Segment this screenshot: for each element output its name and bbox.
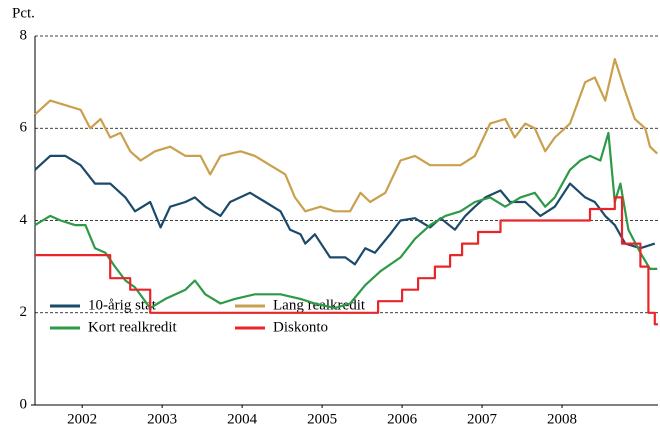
- x-tick-label: 2007: [467, 411, 498, 425]
- y-tick-label: 0: [20, 396, 28, 412]
- y-tick-label: 4: [20, 212, 28, 228]
- y-axis-label: Pct.: [12, 5, 35, 21]
- y-tick-label: 2: [20, 304, 28, 320]
- legend-label: Diskonto: [273, 319, 328, 335]
- legend-label: 10-årig stat: [88, 297, 157, 313]
- x-tick-label: 2008: [547, 411, 577, 425]
- y-tick-label: 8: [20, 27, 28, 43]
- x-tick-label: 2002: [67, 411, 97, 425]
- series-line: [34, 154, 656, 266]
- x-tick-label: 2006: [387, 411, 418, 425]
- y-tick-label: 6: [20, 120, 28, 136]
- x-tick-label: 2005: [307, 411, 337, 425]
- series-line: [35, 196, 658, 326]
- x-tick-label: 2004: [227, 411, 258, 425]
- legend-label: Kort realkredit: [88, 319, 178, 335]
- series-line: [34, 58, 658, 213]
- x-tick-label: 2003: [147, 411, 177, 425]
